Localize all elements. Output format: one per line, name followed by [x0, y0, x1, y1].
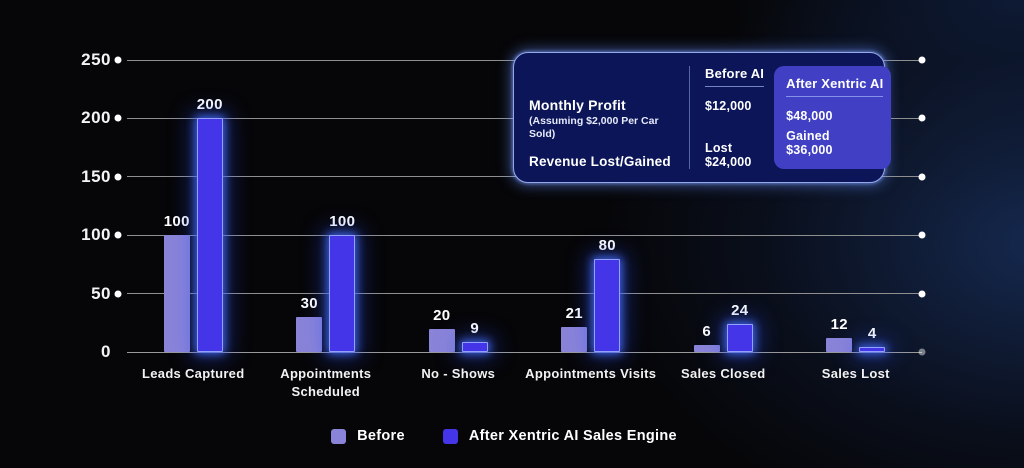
category-label: Sales Closed — [680, 366, 766, 381]
before-bar — [561, 327, 588, 352]
bar-value-label: 80 — [598, 236, 616, 254]
after-bar — [329, 235, 356, 352]
after-bar — [726, 323, 753, 352]
card-row-labels-column: Monthly Profit (Assuming $2,000 Per Car … — [529, 66, 689, 169]
bar-value-label: 6 — [702, 323, 712, 340]
gridline-left-dot — [114, 231, 122, 239]
after-bar — [461, 341, 488, 352]
after-bar — [196, 118, 223, 352]
legend-item-before: Before — [331, 428, 405, 444]
gridline-left-dot — [114, 173, 122, 181]
y-axis-tick-label: 200 — [81, 108, 111, 128]
bar-value-label: 30 — [300, 294, 318, 312]
before-bar — [428, 328, 455, 352]
gridline-left-dot — [114, 290, 122, 298]
monthly-profit-sublabel: (Assuming $2,000 Per Car Sold) — [529, 115, 659, 141]
before-color-swatch-icon — [331, 428, 347, 444]
bar-value-label: 24 — [731, 301, 749, 319]
category-label: Sales Lost — [821, 366, 890, 381]
after-bar — [859, 347, 886, 352]
after-monthly-profit-value: $48,000 — [786, 109, 833, 123]
before-bar — [693, 345, 720, 352]
bar-group-sales-lost: 12 4 Sales Lost — [781, 60, 931, 381]
gridline-right-dot — [918, 290, 926, 298]
gridline-right-dot — [918, 173, 926, 181]
category-label: Appointments Scheduled — [280, 366, 372, 399]
bar-value-label: 9 — [470, 319, 480, 337]
bar-group-leads-captured: 100 200 Leads Captured — [118, 60, 268, 381]
bar-value-label: 100 — [163, 213, 190, 231]
before-ai-column-header: Before AI — [705, 66, 765, 87]
gridline-50: 50 — [91, 284, 926, 303]
revenue-lost-gained-label: Revenue Lost/Gained — [529, 154, 671, 169]
gridline-0: 0 — [101, 342, 926, 361]
chart-legend: Before After Xentric AI Sales Engine — [0, 428, 1008, 444]
gridline-right-dot — [918, 348, 926, 356]
card-after-xentric-column: After Xentric AI $48,000 Gained $36,000 — [774, 66, 892, 169]
bar-group-sales-closed: 6 24 Sales Closed — [648, 60, 798, 381]
after-bar — [594, 258, 621, 352]
gridline-right-dot — [918, 114, 926, 122]
profit-summary-card: Monthly Profit (Assuming $2,000 Per Car … — [513, 52, 892, 183]
bar-group-no-shows: 20 9 No - Shows — [383, 60, 533, 381]
gridline-left-dot — [114, 114, 122, 122]
legend-before-label: Before — [357, 428, 405, 444]
after-revenue-value: Gained $36,000 — [786, 129, 833, 157]
bar-value-label: 4 — [867, 325, 877, 343]
y-axis-tick-label: 50 — [91, 283, 111, 303]
bar-value-label: 20 — [433, 306, 451, 324]
legend-after-label: After Xentric AI Sales Engine — [468, 428, 677, 444]
bar-group-appointments-visits: 21 80 Appointments Visits — [516, 60, 666, 381]
after-xentric-column-header: After Xentric AI — [786, 76, 884, 97]
before-bar — [296, 316, 323, 352]
card-before-ai-column: Before AI $12,000 Lost $24,000 — [689, 66, 765, 169]
gridline-left-dot — [114, 56, 122, 64]
y-axis-tick-label: 250 — [81, 50, 111, 69]
gridline-right-dot — [918, 231, 926, 239]
category-label: No - Shows — [421, 366, 496, 381]
before-monthly-profit-value: $12,000 — [705, 99, 752, 113]
bar-chart: 0 50 100 150 200 250 100 200 Leads Captured 30 100… — [81, 50, 926, 399]
category-label: Appointments Visits — [525, 366, 657, 381]
monthly-profit-label: Monthly Profit — [529, 97, 626, 113]
bar-value-label: 100 — [329, 213, 356, 231]
gridline-100: 100 — [81, 225, 926, 244]
category-label: Leads Captured — [142, 366, 245, 381]
before-bar — [163, 235, 190, 352]
gridline-right-dot — [918, 56, 926, 64]
before-bar — [826, 337, 853, 352]
bar-value-label: 21 — [565, 305, 583, 323]
bar-value-label: 12 — [830, 315, 848, 333]
y-axis-tick-label: 100 — [81, 225, 111, 245]
bar-value-label: 200 — [196, 96, 223, 114]
before-revenue-value: Lost $24,000 — [705, 141, 752, 169]
y-axis-tick-label: 0 — [101, 342, 111, 361]
card-header-spacer — [529, 66, 679, 97]
card-row-label-monthly-profit: Monthly Profit (Assuming $2,000 Per Car … — [529, 97, 679, 141]
legend-item-after: After Xentric AI Sales Engine — [442, 428, 677, 444]
y-axis-tick-label: 150 — [81, 166, 111, 186]
bar-group-appointments-scheduled: 30 100 Appointments Scheduled — [251, 60, 401, 398]
after-color-swatch-icon — [442, 428, 458, 444]
